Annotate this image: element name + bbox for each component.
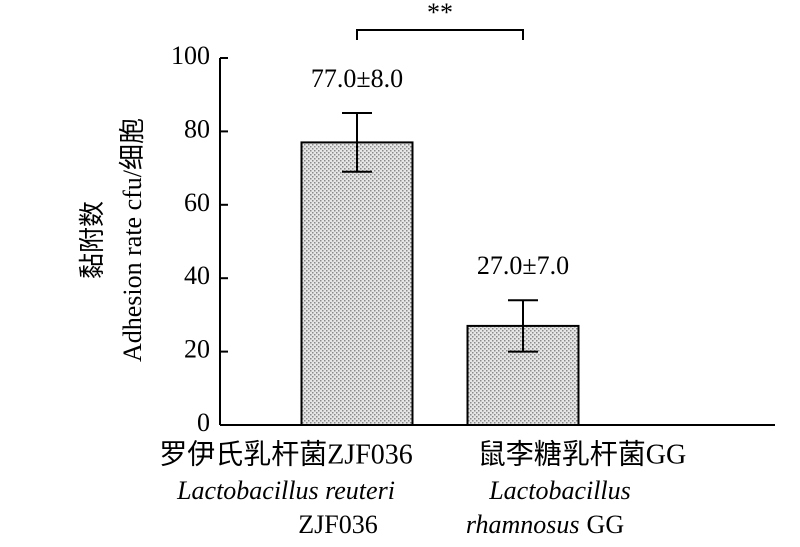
- error-bar: [342, 112, 372, 173]
- y-tick-label: 0: [197, 408, 210, 437]
- significance-label: **: [427, 0, 453, 27]
- latin-label-part: Lactobacillus reuteri: [176, 476, 395, 505]
- bar: [300, 141, 414, 426]
- significance-bracket: [356, 29, 524, 40]
- y-tick-label: 20: [184, 335, 210, 364]
- y-tick-label: 60: [184, 188, 210, 217]
- latin-label-part: rhamnosus: [466, 510, 580, 539]
- y-tick-label: 100: [171, 41, 210, 70]
- latin-label: ZJF036: [298, 510, 377, 539]
- y-tick-label: 40: [184, 261, 210, 290]
- y-axis-title: 黏附数: [78, 201, 107, 279]
- latin-label: Lactobacillus reuteri: [176, 476, 395, 505]
- x-tick-label: 罗伊氏乳杆菌ZJF036: [159, 438, 413, 470]
- error-bar: [508, 299, 538, 353]
- latin-label: Lactobacillus: [488, 476, 631, 505]
- x-tick-label: 鼠李糖乳杆菌GG: [478, 438, 686, 470]
- latin-label-part: ZJF036: [298, 510, 377, 539]
- y-axis-title: Adhesion rate cfu/细胞: [118, 118, 147, 362]
- value-label: 77.0±8.0: [311, 64, 403, 93]
- y-tick-label: 80: [184, 114, 210, 143]
- latin-label-part: GG: [587, 510, 625, 539]
- value-label: 27.0±7.0: [477, 251, 569, 280]
- latin-label-part: Lactobacillus: [488, 476, 631, 505]
- latin-label: rhamnosus GG: [466, 510, 624, 539]
